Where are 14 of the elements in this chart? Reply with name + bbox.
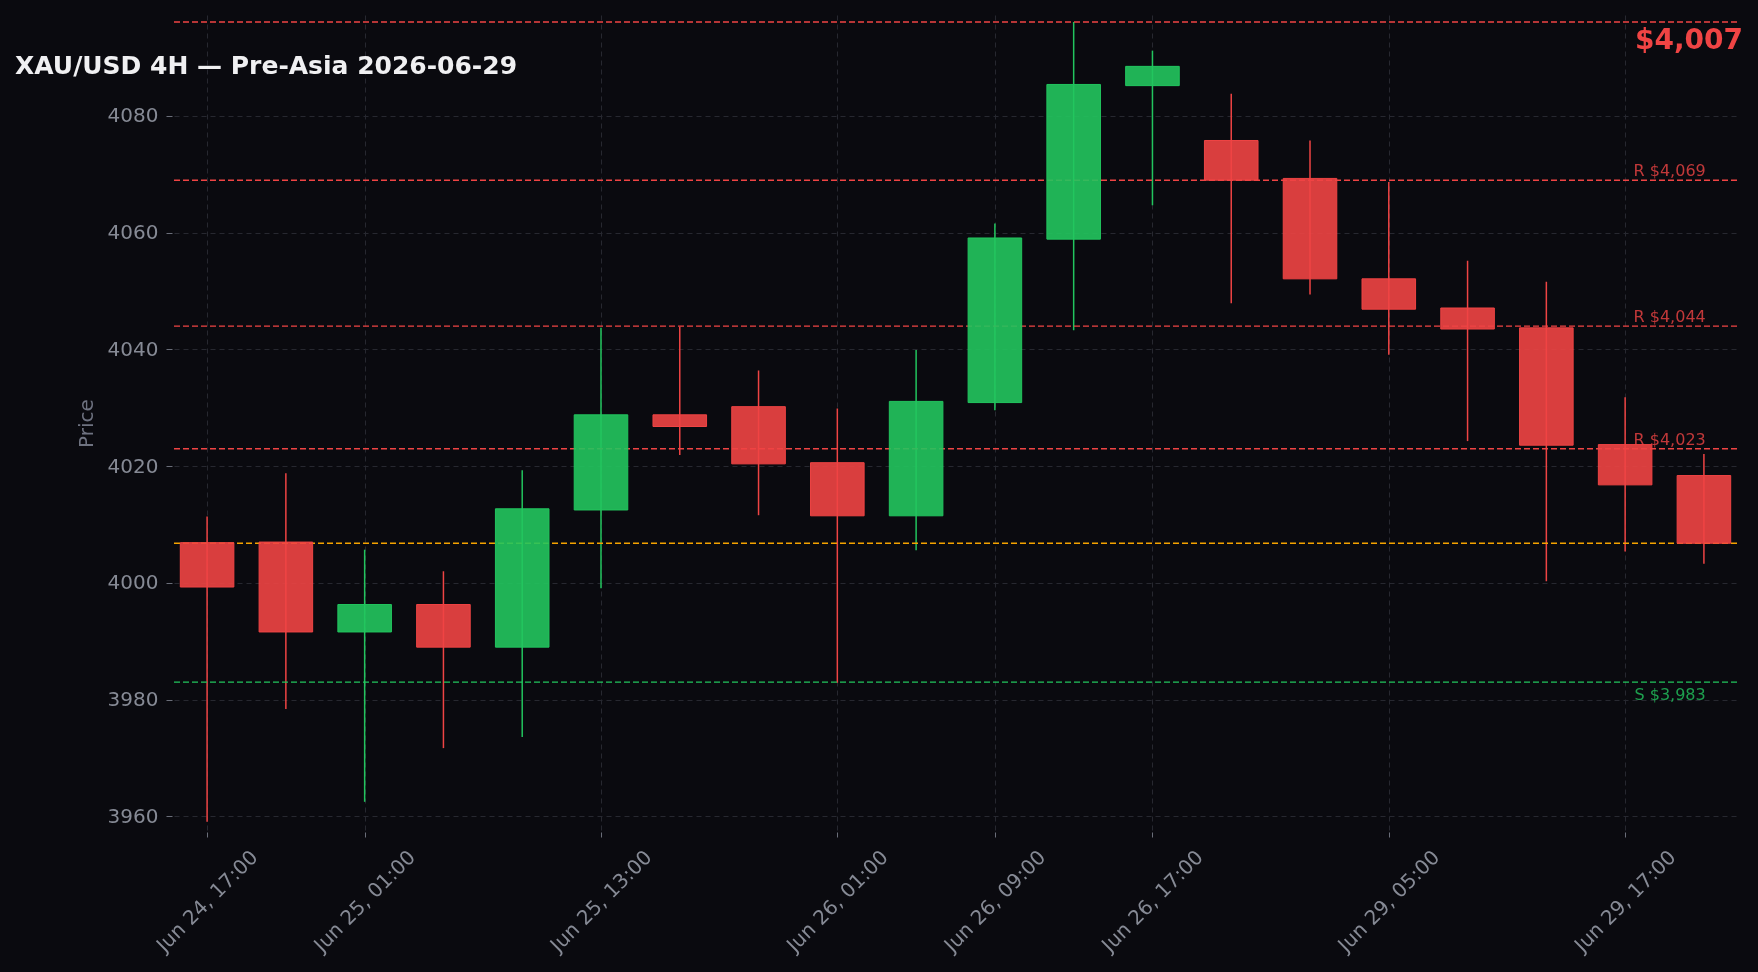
y-tick-label: 4000: [107, 570, 159, 595]
y-tick-label: 3980: [107, 687, 159, 712]
annotation: $4,007: [1634, 23, 1743, 56]
y-axis-title: Price: [73, 399, 98, 448]
ref-line-label: R $4,023: [1633, 429, 1706, 449]
y-tick-label: 3960: [107, 803, 159, 828]
y-tick-label: 4080: [107, 103, 159, 128]
y-tick-label: 4020: [107, 453, 159, 478]
y-tick-label: 4040: [107, 336, 159, 361]
ref-line-label: S $3,983: [1634, 685, 1706, 705]
ref-line-label: R $4,069: [1633, 161, 1706, 181]
ref-line-label: R $4,044: [1633, 307, 1706, 327]
text: XAU/USD 4H — Pre-Asia 2026-06-29: [15, 51, 518, 80]
y-tick-label: 4060: [107, 220, 159, 245]
